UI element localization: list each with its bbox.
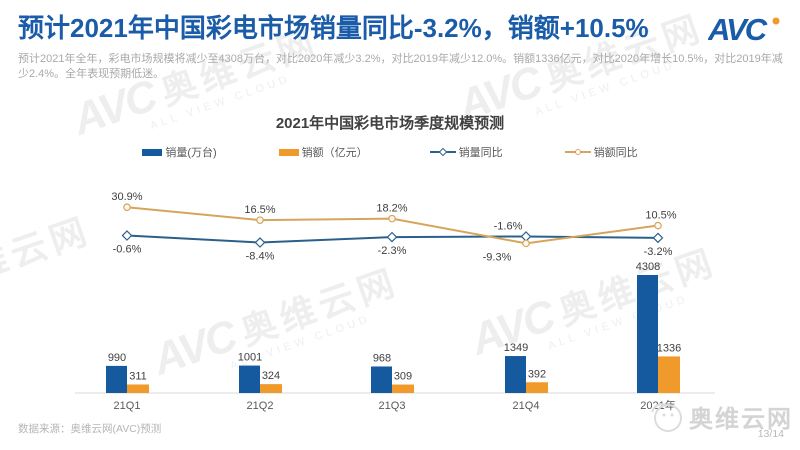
legend-item-value-yoy: 销额同比 [564, 144, 638, 160]
pct-label: -1.6% [494, 220, 523, 232]
avc-logo-graphic: AVC [707, 12, 780, 47]
circle-marker-icon [123, 203, 131, 211]
bar-volume-21Q1 [106, 365, 127, 393]
bar-value-label: 311 [129, 370, 147, 382]
bar-value-2021年 [658, 356, 680, 393]
avc-watermark-logo: AVC [66, 71, 162, 145]
legend-swatch-volume-line [429, 147, 456, 157]
legend-label: 销额（亿元） [301, 147, 368, 159]
bar-value-21Q2 [260, 384, 282, 393]
legend-item-sales-value: 销额（亿元） [278, 144, 368, 160]
legend-swatch-volume-bar [142, 148, 163, 156]
diamond-marker-icon [438, 147, 447, 157]
diamond-marker-icon [121, 230, 133, 241]
legend-item-volume-yoy: 销量同比 [429, 144, 503, 160]
legend-label: 销量同比 [458, 147, 503, 159]
pct-label: 30.9% [111, 191, 142, 203]
bar-volume-label: 1001 [238, 352, 262, 364]
bar-volume-2021年 [637, 275, 658, 393]
pct-label: -8.4% [246, 251, 275, 263]
bar-value-label: 392 [528, 368, 546, 380]
pct-label: 18.2% [376, 203, 407, 215]
avc-logo-dot [772, 17, 780, 25]
diamond-marker-icon [652, 232, 664, 244]
pct-label: -2.3% [378, 245, 407, 257]
pct-label: 16.5% [244, 204, 275, 216]
pct-label: -3.2% [644, 246, 673, 258]
bar-value-21Q1 [127, 384, 149, 393]
x-axis-label: 21Q1 [114, 400, 141, 412]
circle-marker-icon [388, 214, 396, 223]
bar-value-label: 309 [394, 371, 412, 383]
bar-volume-21Q3 [371, 366, 392, 393]
brand-watermark-text: 奥维云网 [689, 405, 793, 433]
diamond-marker-icon [520, 231, 532, 242]
bar-value-21Q4 [526, 382, 548, 393]
x-axis-label: 21Q3 [379, 400, 406, 412]
legend-swatch-value-line [564, 149, 591, 155]
page-title: 预计2021年中国彩电市场销量同比-3.2%，销额+10.5% [18, 13, 649, 43]
bar-volume-21Q2 [239, 365, 260, 393]
diamond-marker-icon [254, 237, 266, 248]
bar-volume-label: 990 [108, 352, 126, 364]
diamond-marker-icon [386, 231, 398, 243]
sketch-logo-icon [651, 403, 682, 432]
bar-volume-label: 968 [373, 352, 391, 364]
legend-item-sales-volume: 销量(万台) [142, 144, 217, 160]
circle-marker-icon [654, 221, 662, 230]
bar-volume-21Q4 [505, 356, 526, 393]
avc-logo-text: AVC [708, 12, 768, 47]
legend-label: 销额同比 [593, 147, 638, 159]
data-source: 数据来源：奥维云网(AVC)预测 [18, 423, 162, 435]
bar-volume-label: 4308 [636, 261, 660, 273]
chart-title: 2021年中国彩电市场季度规模预测 [275, 115, 505, 132]
circle-marker-icon [574, 149, 581, 155]
pct-label: 10.5% [645, 210, 676, 222]
brand-watermark-corner: 奥维云网 [646, 394, 793, 438]
bar-value-21Q3 [392, 384, 414, 393]
avc-logo: AVC [707, 12, 788, 53]
legend-label: 销量(万台) [165, 147, 217, 159]
bar-value-label: 1336 [657, 342, 681, 354]
x-axis-label: 21Q2 [247, 400, 274, 412]
page-number: 13/14 [757, 428, 784, 440]
bar-value-label: 324 [262, 370, 280, 382]
circle-marker-icon [522, 239, 530, 248]
subtitle: 预计2021年全年，彩电市场规模将减少至4308万台，对比2020年减少3.2%… [18, 53, 783, 80]
pct-label: -0.6% [113, 244, 142, 256]
x-axis-label: 21Q4 [513, 400, 540, 412]
circle-marker-icon [256, 216, 264, 224]
chart-legend: 销量(万台) 销额（亿元） 销量同比 销额同比 [80, 144, 700, 160]
pct-label: -9.3% [483, 251, 512, 263]
legend-swatch-value-bar [278, 148, 299, 156]
bar-volume-label: 1349 [504, 342, 528, 354]
